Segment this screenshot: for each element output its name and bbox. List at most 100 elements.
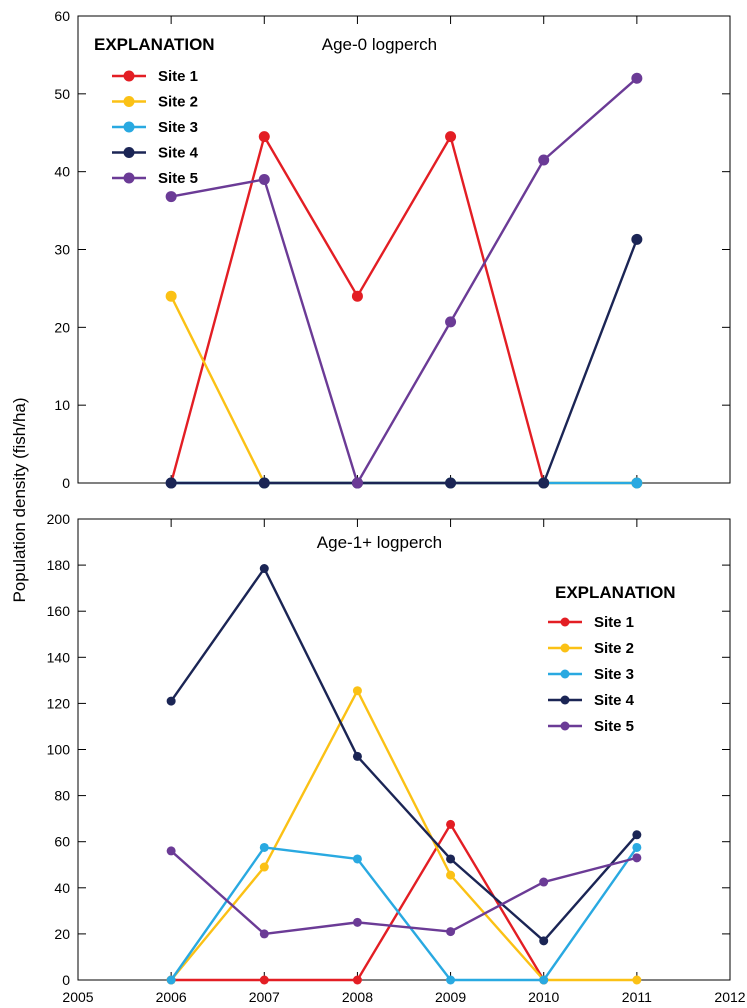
data-point-site-4: [165, 477, 177, 489]
data-point-site-3: [446, 975, 456, 985]
data-point-site-4: [538, 477, 550, 489]
data-point-site-1: [258, 131, 270, 143]
data-point-site-5: [539, 877, 549, 887]
legend-swatch-marker: [560, 617, 570, 627]
data-point-site-4: [631, 233, 643, 245]
legend-label: Site 4: [158, 145, 199, 162]
legend-swatch-marker: [560, 643, 570, 653]
series-line-site-2: [170, 295, 637, 485]
y-tick-label: 0: [62, 475, 70, 491]
data-point-site-2: [352, 686, 362, 696]
data-point-site-2: [165, 290, 177, 302]
data-point-site-2: [632, 975, 642, 985]
data-point-site-5: [445, 316, 457, 328]
legend-title: EXPLANATION: [555, 583, 676, 602]
legend-label: Site 5: [594, 718, 634, 735]
y-tick-label: 40: [54, 164, 70, 180]
legend-swatch-marker: [123, 172, 135, 184]
x-tick-label: 2009: [435, 989, 466, 1005]
data-point-site-3: [632, 842, 642, 852]
y-tick-label: 60: [54, 8, 70, 24]
data-point-site-4: [258, 477, 270, 489]
legend-swatch-marker: [560, 695, 570, 705]
series-line-site-3: [170, 846, 638, 982]
data-point-site-1: [259, 975, 269, 985]
y-tick-label: 30: [54, 242, 70, 258]
legend-swatch-marker: [123, 147, 135, 158]
y-tick-label: 200: [47, 511, 71, 527]
legend-swatch-marker: [123, 96, 135, 107]
chart-panel-age-1-plus: 0 20 40 60 80 100 120 140 160 180 200 2005 2006 2007 2…: [47, 511, 746, 1005]
data-point-site-5: [352, 917, 362, 927]
legend-title: EXPLANATION: [94, 35, 215, 54]
data-point-site-5: [631, 72, 643, 84]
series-line-site-5: [170, 850, 638, 936]
y-tick-label: 40: [54, 880, 70, 896]
chart-panel-age-0: 0 10 20 30 40 50 60 Age-0 logperch EXPLANATION Si…: [54, 8, 731, 491]
data-point-site-2: [259, 862, 269, 872]
x-tick-label: 2005: [62, 989, 93, 1005]
legend-label: Site 3: [594, 666, 634, 683]
chart-title: Age-0 logperch: [322, 35, 437, 54]
data-point-site-1: [446, 819, 456, 829]
x-tick-label: 2008: [342, 989, 373, 1005]
data-point-site-4: [352, 751, 362, 761]
data-point-site-5: [538, 154, 550, 166]
x-tick-label: 2007: [249, 989, 280, 1005]
legend-swatch-marker: [560, 669, 570, 679]
chart-title: Age-1+ logperch: [317, 533, 442, 552]
data-point-site-1: [351, 290, 363, 302]
y-tick-label: 0: [62, 972, 70, 988]
y-tick-label: 80: [54, 788, 70, 804]
data-point-site-4: [446, 854, 456, 864]
data-point-site-4: [632, 830, 642, 840]
data-point-site-1: [352, 975, 362, 985]
series-line-site-4: [170, 567, 638, 943]
y-axis-label: Population density (fish/ha): [10, 397, 29, 602]
x-tick-label: 2006: [156, 989, 187, 1005]
series-line-site-5: [170, 77, 638, 485]
data-point-site-4: [166, 696, 176, 706]
y-tick-label: 20: [54, 926, 70, 942]
y-tick-label: 180: [47, 557, 71, 573]
data-point-site-3: [259, 842, 269, 852]
legend-label: Site 3: [158, 119, 198, 136]
legend-swatch-marker: [560, 721, 570, 731]
legend-label: Site 1: [594, 614, 634, 631]
data-point-site-5: [166, 846, 176, 856]
data-point-site-5: [165, 191, 177, 203]
data-point-site-1: [445, 131, 457, 143]
data-point-site-4: [539, 936, 549, 946]
legend-label: Site 4: [594, 692, 635, 709]
data-point-site-5: [258, 173, 270, 185]
series-line-site-1: [169, 135, 545, 484]
x-tick-label: 2011: [622, 989, 652, 1005]
data-point-site-3: [539, 975, 549, 985]
y-tick-label: 60: [54, 834, 70, 850]
y-tick-label: 50: [54, 86, 70, 102]
data-point-site-4: [445, 477, 457, 489]
data-point-site-5: [632, 853, 642, 863]
data-point-site-3: [631, 477, 643, 489]
legend-label: Site 2: [158, 94, 198, 111]
x-tick-label: 2010: [528, 989, 559, 1005]
data-point-site-5: [351, 477, 363, 489]
legend-swatch-marker: [123, 70, 135, 82]
data-point-site-2: [446, 870, 456, 880]
y-tick-label: 100: [47, 742, 71, 758]
x-tick-label: 2012: [714, 989, 745, 1005]
data-point-site-5: [446, 927, 456, 937]
y-tick-label: 20: [54, 319, 70, 335]
legend-swatch-marker: [123, 121, 135, 133]
y-tick-label: 120: [47, 695, 71, 711]
data-point-site-4: [259, 564, 269, 574]
legend-label: Site 5: [158, 170, 198, 187]
legend-label: Site 1: [158, 68, 198, 85]
series-line-site-4: [171, 238, 638, 485]
legend-label: Site 2: [594, 640, 634, 657]
y-tick-label: 10: [54, 397, 70, 413]
y-tick-label: 160: [47, 603, 71, 619]
y-tick-label: 140: [47, 649, 71, 665]
data-point-site-5: [259, 929, 269, 939]
